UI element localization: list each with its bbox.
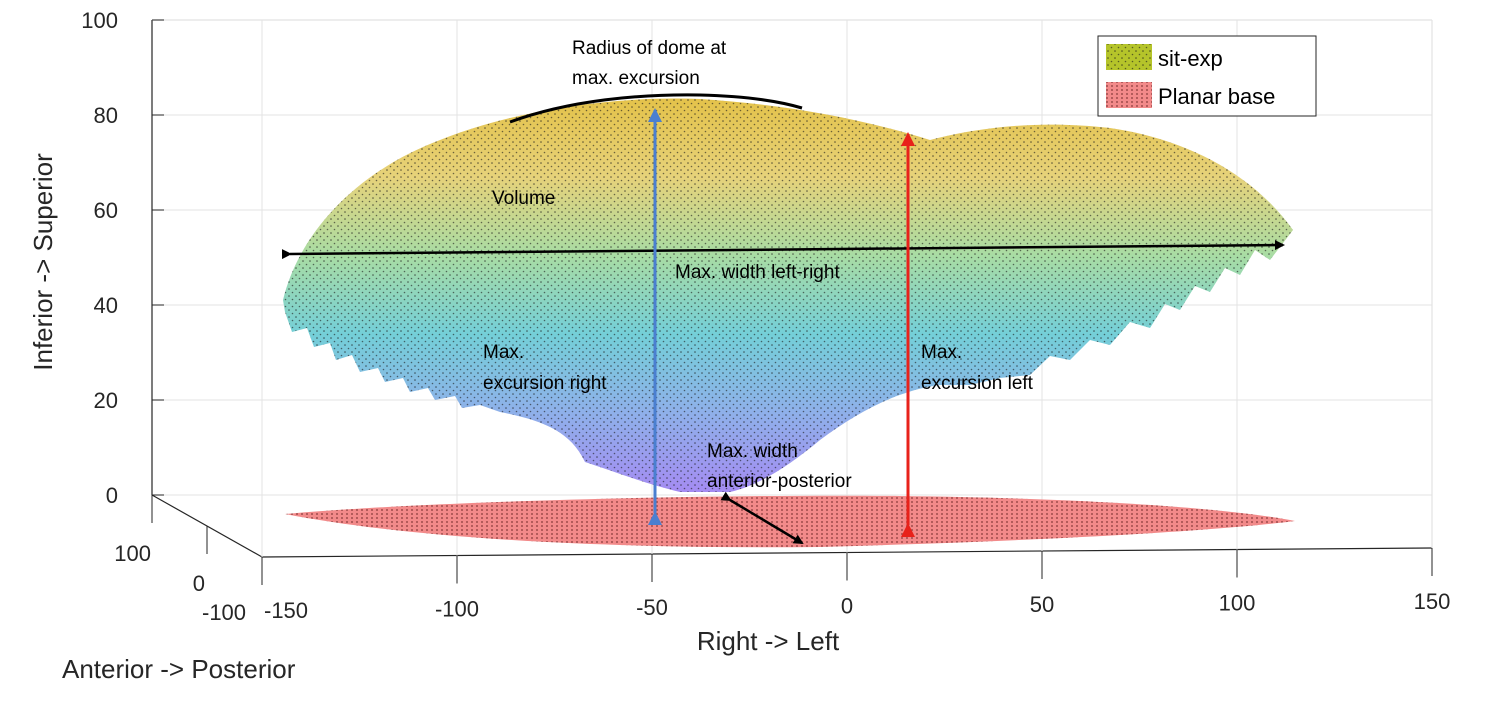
- z-tick-label: 60: [94, 198, 118, 223]
- legend-swatch-planar-base-mesh: [1106, 82, 1152, 108]
- y-tick-label: 0: [193, 571, 205, 596]
- x-axis-label: Right -> Left: [697, 626, 840, 656]
- annotation-width-ap-1: Max. width: [707, 441, 798, 462]
- z-tick-label: 100: [81, 8, 118, 33]
- x-tick-label: 150: [1414, 589, 1451, 614]
- z-axis-label: Inferior -> Superior: [28, 153, 58, 371]
- annotation-excursion-right-1: Max.: [483, 342, 524, 363]
- annotation-width-ap-2: anterior-posterior: [707, 471, 852, 492]
- annotation-volume: Volume: [492, 188, 555, 209]
- annotation-dome-radius-2: max. excursion: [572, 68, 700, 89]
- annotation-dome-radius-1: Radius of dome at: [572, 38, 727, 59]
- annotation-excursion-left-2: excursion left: [921, 373, 1034, 394]
- x-tick-label: -150: [264, 598, 308, 623]
- y-axis-label: Anterior -> Posterior: [62, 654, 296, 684]
- x-tick-label: 50: [1030, 592, 1054, 617]
- anterior-posterior-width-arrow: [720, 491, 804, 545]
- annotations: Radius of dome at max. excursion Volume …: [483, 38, 1034, 492]
- legend-swatch-sit-exp-mesh: [1106, 44, 1152, 70]
- z-tick-label: 20: [94, 388, 118, 413]
- y-tick-label: -100: [202, 600, 246, 625]
- legend-label-planar-base: Planar base: [1158, 84, 1275, 109]
- legend: sit-exp Planar base: [1097, 35, 1317, 117]
- legend-label-sit-exp: sit-exp: [1158, 46, 1223, 71]
- annotation-excursion-left-1: Max.: [921, 342, 962, 363]
- dome-radius-arc: [509, 93, 803, 124]
- x-tick-label: 0: [841, 594, 853, 619]
- x-tick-label: 100: [1219, 591, 1256, 616]
- ticks: -150 -100 -50 0 50 100 150 0 20 40 60 80 100 -100 0 100: [81, 8, 1450, 625]
- z-tick-label: 80: [94, 103, 118, 128]
- annotation-width-left-right: Max. width left-right: [675, 262, 840, 283]
- z-tick-label: 0: [106, 483, 118, 508]
- annotation-excursion-right-2: excursion right: [483, 373, 607, 394]
- y-tick-label: 100: [114, 541, 151, 566]
- x-tick-label: -50: [636, 595, 668, 620]
- planar-base-mesh: [285, 495, 1295, 548]
- z-tick-label: 40: [94, 293, 118, 318]
- sit-exp-mesh: [283, 98, 1293, 493]
- x-tick-label: -100: [435, 597, 479, 622]
- left-right-width-arrow: [281, 240, 1285, 260]
